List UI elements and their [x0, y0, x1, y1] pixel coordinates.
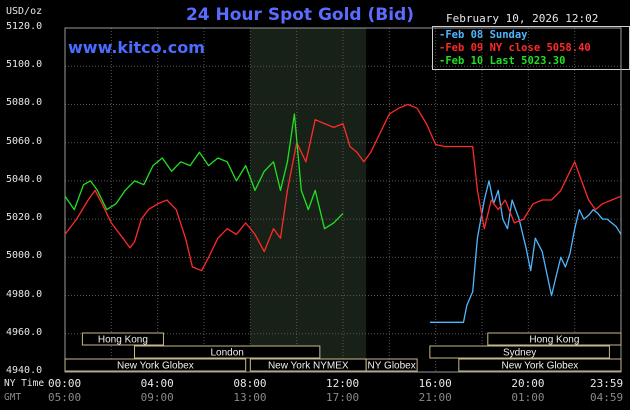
- legend-label-feb08: Feb 08 Sunday: [445, 29, 528, 41]
- session-bar: [429, 345, 610, 359]
- y-tick-label: 5080.0: [6, 97, 43, 109]
- legend-item-feb10: -Feb 10 Last 5023.30: [439, 55, 566, 67]
- legend: -Feb 08 Sunday -Feb 09 NY close 5058.40 …: [432, 26, 630, 70]
- session-label: Hong Kong: [529, 335, 579, 346]
- legend-label-feb09: Feb 09 NY close 5058.40: [445, 42, 591, 54]
- y-tick-label: 5120.0: [6, 21, 43, 32]
- x-tick-label-gmt: 17:00: [326, 391, 360, 404]
- x-tick-label-ny: 08:00: [233, 377, 267, 390]
- session-label: New York Globex: [117, 361, 194, 372]
- y-tick-label: 5040.0: [6, 173, 43, 185]
- session-label: Sydney: [503, 348, 536, 359]
- y-tick-label: 5000.0: [6, 250, 43, 262]
- legend-item-feb09: -Feb 09 NY close 5058.40: [439, 42, 591, 54]
- series-line-2: [64, 103, 622, 272]
- x-tick-label-gmt: 01:00: [511, 391, 545, 404]
- legend-item-feb08: -Feb 08 Sunday: [439, 29, 528, 41]
- legend-label-feb10: Feb 10 Last 5023.30: [445, 55, 566, 67]
- session-label: New York NYMEX: [268, 361, 349, 372]
- row-label-ny: NY Time: [4, 378, 45, 389]
- x-tick-label-gmt: 05:00: [48, 391, 82, 404]
- x-tick-label-ny: 04:00: [140, 377, 174, 390]
- chart-title: 24 Hour Spot Gold (Bid): [185, 5, 415, 25]
- session-bar: [134, 345, 321, 359]
- row-label-gmt: GMT: [4, 392, 22, 403]
- y-tick-label: 4980.0: [6, 288, 43, 300]
- y-tick-label: 5100.0: [6, 59, 43, 71]
- y-tick-label: 4940.0: [6, 365, 43, 376]
- session-label: London: [210, 348, 243, 359]
- x-tick-label-ny: 00:00: [48, 377, 82, 390]
- session-bar: [365, 358, 418, 372]
- x-tick-label-gmt: 04:59: [590, 391, 624, 404]
- y-tick-label: 4960.0: [6, 326, 43, 338]
- x-tick-label-ny: 16:00: [418, 377, 452, 390]
- plot-border: [64, 27, 622, 373]
- x-tick-label-gmt: 09:00: [140, 391, 174, 404]
- session-bar: [487, 332, 622, 346]
- x-tick-label-gmt: 21:00: [418, 391, 452, 404]
- nymex-highlight: [250, 28, 367, 372]
- session-bar: [64, 358, 247, 372]
- session-label: NY Globex: [368, 361, 416, 372]
- x-tick-label-ny: 20:00: [511, 377, 545, 390]
- series-line-3: [64, 113, 344, 230]
- session-bar: [458, 358, 622, 372]
- x-tick-label-ny: 23:59: [590, 377, 624, 390]
- brand-link[interactable]: www.kitco.com: [68, 38, 205, 57]
- session-label: New York Globex: [502, 361, 579, 372]
- session-label: Hong Kong: [98, 335, 148, 346]
- x-tick-label-ny: 12:00: [326, 377, 360, 390]
- y-axis-unit: USD/oz: [6, 6, 43, 17]
- y-tick-label: 5020.0: [6, 212, 43, 224]
- y-tick-label: 5060.0: [6, 135, 43, 147]
- series-line-1: [429, 180, 622, 323]
- chart-datetime: February 10, 2026 12:02: [446, 12, 599, 25]
- session-bar: [81, 332, 164, 346]
- x-tick-label-gmt: 13:00: [233, 391, 267, 404]
